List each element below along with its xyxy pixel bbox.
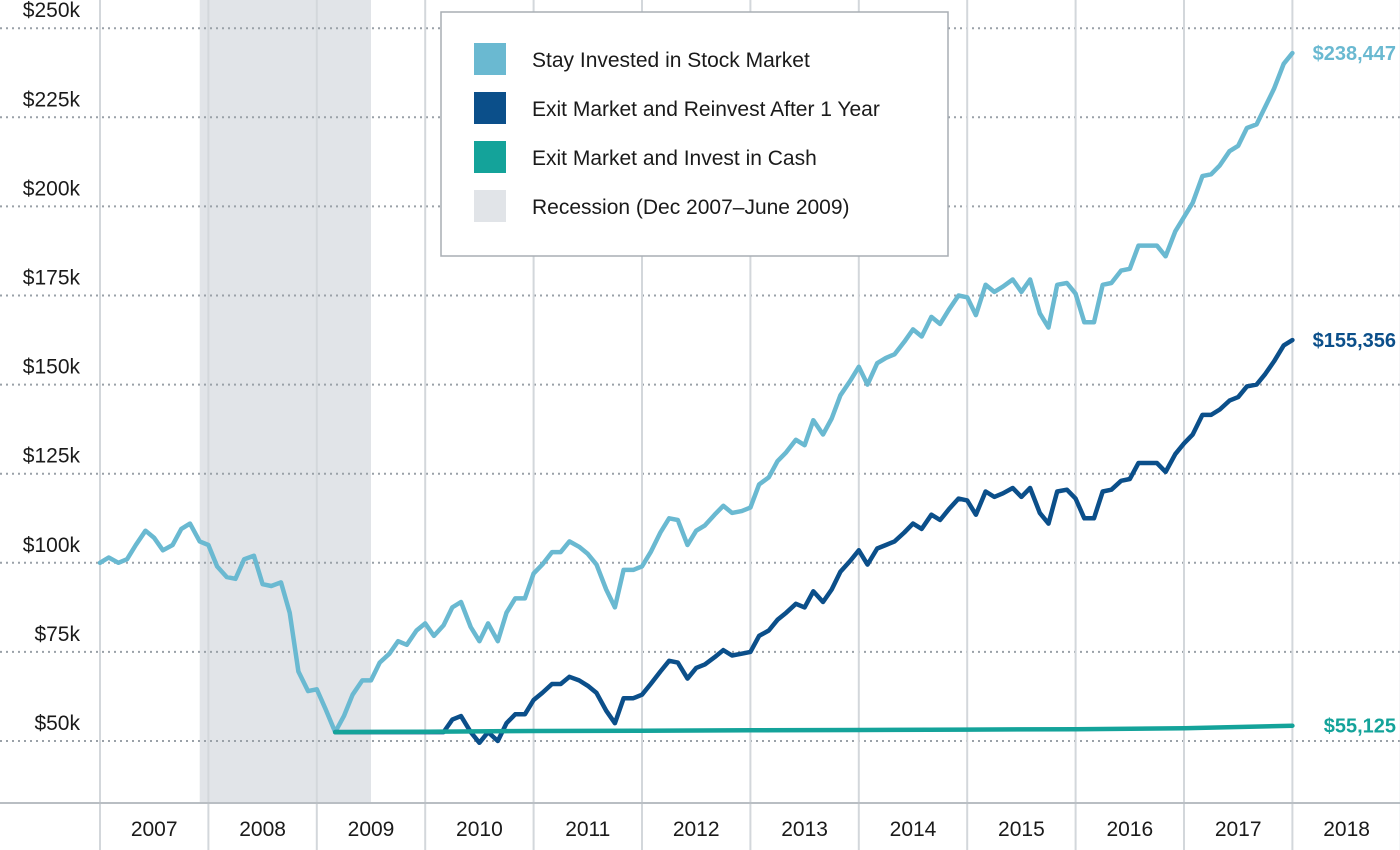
legend-swatch-reinvest: [474, 92, 506, 124]
legend-box: [440, 11, 949, 257]
y-axis-ticks: $250k $225k $200k $175k $150k $125k $100k $75k $…: [23, 0, 81, 735]
x-tick-label: 2012: [673, 818, 720, 841]
legend-swatch-recession: [474, 190, 506, 222]
legend-label-recession: Recession (Dec 2007–June 2009): [532, 196, 850, 219]
legend: Stay Invested in Stock Market Exit Marke…: [440, 11, 949, 257]
y-tick-label: $100k: [23, 534, 81, 557]
legend-swatch-stay-invested: [474, 43, 506, 75]
recession-band-layer: [199, 0, 371, 803]
recession-band: [199, 0, 371, 803]
x-tick-label: 2016: [1106, 818, 1153, 841]
end-label-stay-invested: $238,447: [1313, 43, 1396, 65]
y-tick-label: $175k: [23, 267, 81, 290]
x-tick-label: 2013: [781, 818, 828, 841]
x-tick-label: 2010: [456, 818, 503, 841]
y-tick-label: $75k: [34, 623, 80, 646]
end-labels: $238,447 $155,356 $55,125: [1313, 43, 1396, 738]
y-tick-label: $125k: [23, 445, 81, 468]
x-axis-ticks: 2007 2008 2009 2010 2011 2012 2013 2014 2015 2016…: [131, 818, 1370, 841]
y-tick-label: $250k: [23, 0, 81, 22]
x-tick-label: 2011: [565, 818, 610, 841]
y-tick-label: $150k: [23, 356, 81, 379]
end-label-cash: $55,125: [1324, 716, 1396, 738]
x-tick-label: 2018: [1323, 818, 1370, 841]
x-tick-label: 2015: [998, 818, 1045, 841]
legend-label-stay-invested: Stay Invested in Stock Market: [532, 49, 810, 72]
legend-swatch-cash: [474, 141, 506, 173]
x-tick-label: 2017: [1215, 818, 1262, 841]
y-tick-label: $200k: [23, 177, 81, 200]
legend-label-cash: Exit Market and Invest in Cash: [532, 147, 817, 170]
series-line-cash: [332, 723, 1295, 735]
legend-label-reinvest: Exit Market and Reinvest After 1 Year: [532, 98, 880, 121]
x-tick-label: 2014: [890, 818, 937, 841]
y-tick-label: $50k: [34, 712, 80, 735]
x-tick-label: 2008: [239, 818, 286, 841]
end-label-reinvest: $155,356: [1313, 330, 1396, 352]
series-line-reinvest: [332, 337, 1295, 746]
series-line-stay-invested: [97, 50, 1295, 735]
x-tick-label: 2007: [131, 818, 178, 841]
x-tick-label: 2009: [348, 818, 395, 841]
y-tick-label: $225k: [23, 88, 81, 111]
series-lines: [97, 50, 1295, 746]
